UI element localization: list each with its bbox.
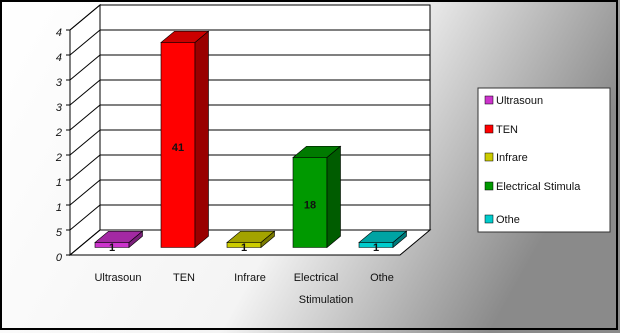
- y-tick-label: 1: [56, 202, 62, 214]
- bar: [226, 230, 276, 249]
- grid-line: [69, 54, 430, 81]
- legend-label: Electrical Stimula: [496, 181, 581, 193]
- y-tick-label: 2: [55, 127, 62, 139]
- x-tick-label: TEN: [173, 272, 195, 284]
- x-tick-label: Othe: [370, 272, 394, 284]
- bar-side: [128, 230, 143, 249]
- data-label: 18: [304, 199, 316, 211]
- grid-line: [69, 4, 430, 31]
- bar: [292, 145, 342, 249]
- bar: [358, 230, 408, 249]
- x-tick-label: Electrical Stimulation: [294, 272, 354, 306]
- legend-swatch: [484, 181, 494, 191]
- grid-line: [69, 29, 430, 56]
- y-tick-label: 3: [56, 77, 63, 89]
- bar-side: [326, 145, 341, 249]
- y-tick-label: 2: [55, 152, 62, 164]
- data-label: 1: [373, 242, 379, 254]
- bar: [160, 30, 210, 249]
- y-tick-label: 3: [56, 102, 63, 114]
- legend-label: Infrare: [496, 152, 528, 164]
- legend-swatch: [484, 152, 494, 162]
- grid-line: [69, 104, 430, 131]
- x-tick-label: Ultrasoun: [94, 272, 141, 284]
- y-tick-label: 1: [56, 177, 62, 189]
- x-tick-label: Infrare: [234, 272, 266, 284]
- data-label: 1: [241, 242, 247, 254]
- legend-swatch: [484, 214, 494, 224]
- legend-label: Othe: [496, 214, 520, 226]
- y-tick-label: 4: [56, 27, 62, 39]
- y-tick-label: 4: [56, 52, 62, 64]
- bar-side: [392, 230, 407, 249]
- legend-swatch: [484, 124, 494, 134]
- legend-swatch: [484, 95, 494, 105]
- grid-line: [69, 79, 430, 106]
- back-wall: [99, 4, 431, 231]
- y-tick-label: 5: [56, 227, 63, 239]
- legend-label: TEN: [496, 124, 518, 136]
- data-label: 41: [172, 142, 184, 154]
- legend-box: [477, 87, 611, 233]
- data-label: 1: [109, 242, 115, 254]
- y-tick-label: 0: [56, 252, 63, 264]
- grid-line: [69, 129, 430, 156]
- bar-side: [194, 30, 209, 249]
- legend-label: Ultrasoun: [496, 95, 543, 107]
- bar-side: [260, 230, 275, 249]
- bar: [94, 230, 144, 249]
